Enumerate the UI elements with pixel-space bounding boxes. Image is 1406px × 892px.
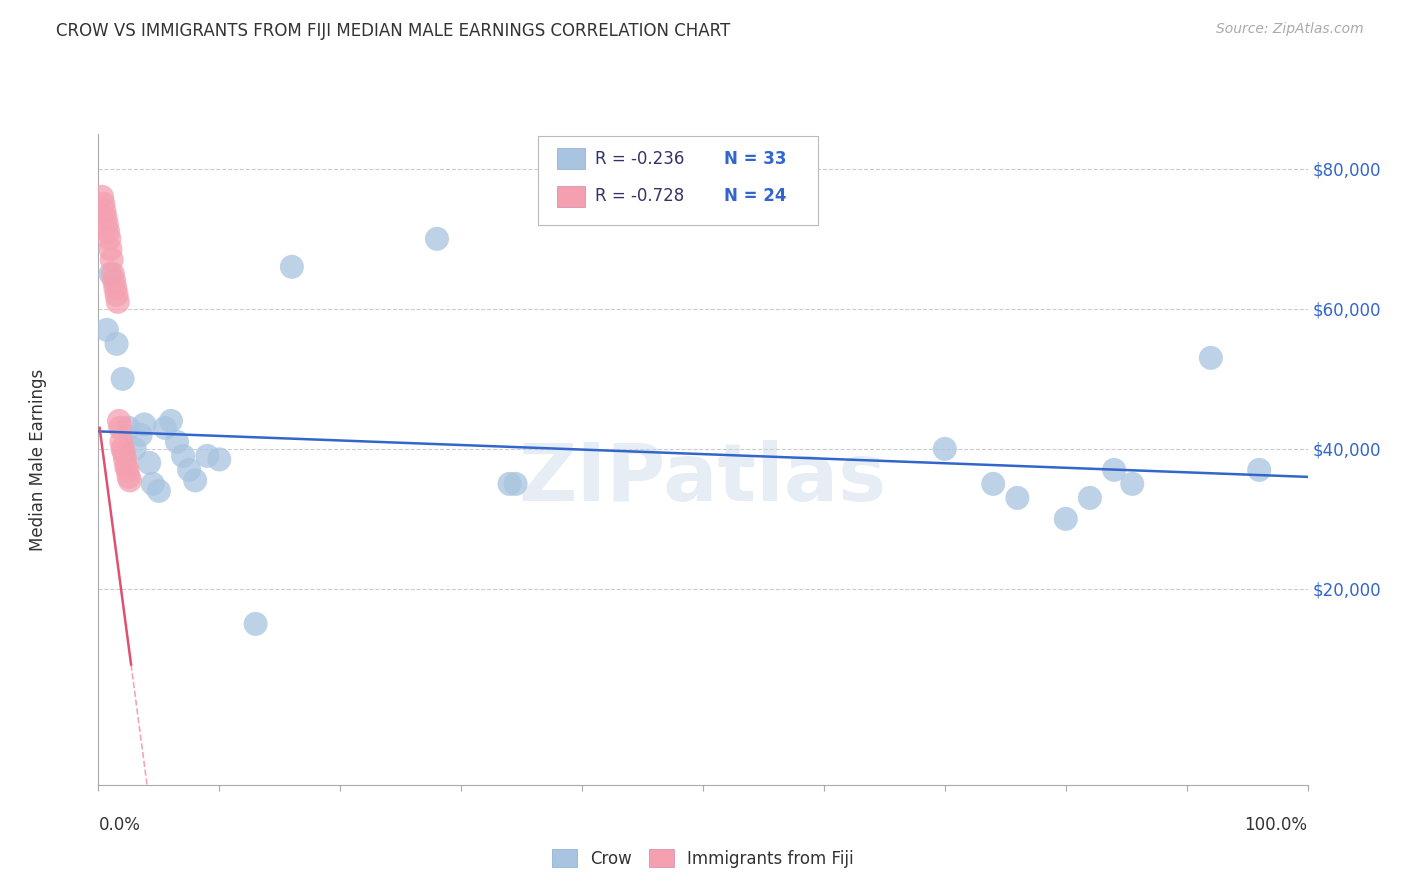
- Text: N = 24: N = 24: [724, 187, 786, 205]
- Point: [153, 421, 176, 435]
- Text: R = -0.728: R = -0.728: [595, 187, 683, 205]
- Point: [97, 225, 120, 239]
- Point: [138, 456, 160, 470]
- Point: [1102, 463, 1125, 477]
- Point: [108, 421, 131, 435]
- Point: [1078, 491, 1101, 505]
- Legend: Crow, Immigrants from Fiji: Crow, Immigrants from Fiji: [546, 843, 860, 874]
- Text: 100.0%: 100.0%: [1244, 816, 1308, 834]
- Point: [148, 483, 170, 498]
- Point: [505, 476, 527, 491]
- Point: [110, 434, 132, 449]
- Point: [104, 281, 127, 295]
- Point: [184, 474, 207, 488]
- Point: [93, 203, 115, 218]
- Point: [195, 449, 218, 463]
- Point: [1054, 512, 1077, 526]
- Point: [166, 434, 188, 449]
- Point: [426, 232, 449, 246]
- Point: [134, 417, 156, 432]
- Point: [115, 459, 138, 474]
- Point: [91, 190, 114, 204]
- Point: [208, 452, 231, 467]
- Point: [498, 476, 520, 491]
- Point: [105, 288, 128, 302]
- Text: 0.0%: 0.0%: [98, 816, 141, 834]
- Point: [118, 470, 141, 484]
- Point: [172, 449, 194, 463]
- Point: [111, 372, 134, 386]
- Point: [111, 442, 134, 456]
- Point: [105, 336, 128, 351]
- Point: [100, 267, 122, 281]
- Point: [100, 243, 122, 257]
- Point: [118, 421, 141, 435]
- Point: [981, 476, 1004, 491]
- Point: [100, 252, 122, 267]
- Point: [108, 414, 131, 428]
- Point: [96, 218, 118, 232]
- Point: [94, 211, 117, 225]
- Point: [245, 616, 267, 631]
- Text: R = -0.236: R = -0.236: [595, 150, 685, 168]
- Point: [96, 323, 118, 337]
- Point: [112, 445, 135, 459]
- Text: Median Male Earnings: Median Male Earnings: [30, 368, 46, 550]
- Point: [142, 476, 165, 491]
- Text: CROW VS IMMIGRANTS FROM FIJI MEDIAN MALE EARNINGS CORRELATION CHART: CROW VS IMMIGRANTS FROM FIJI MEDIAN MALE…: [56, 22, 731, 40]
- Point: [114, 452, 136, 467]
- Point: [117, 463, 139, 477]
- Point: [160, 414, 183, 428]
- Point: [91, 196, 114, 211]
- Point: [179, 463, 201, 477]
- Point: [103, 274, 125, 288]
- Point: [118, 474, 141, 488]
- Text: ZIPatlas: ZIPatlas: [519, 440, 887, 518]
- Text: N = 33: N = 33: [724, 150, 786, 168]
- Point: [1007, 491, 1029, 505]
- Point: [98, 232, 121, 246]
- Point: [107, 294, 129, 309]
- Point: [101, 267, 124, 281]
- Point: [1121, 476, 1143, 491]
- Point: [934, 442, 956, 456]
- Point: [124, 442, 146, 456]
- Point: [1199, 351, 1222, 365]
- Point: [1249, 463, 1271, 477]
- Text: Source: ZipAtlas.com: Source: ZipAtlas.com: [1216, 22, 1364, 37]
- Point: [129, 428, 152, 442]
- Point: [281, 260, 304, 274]
